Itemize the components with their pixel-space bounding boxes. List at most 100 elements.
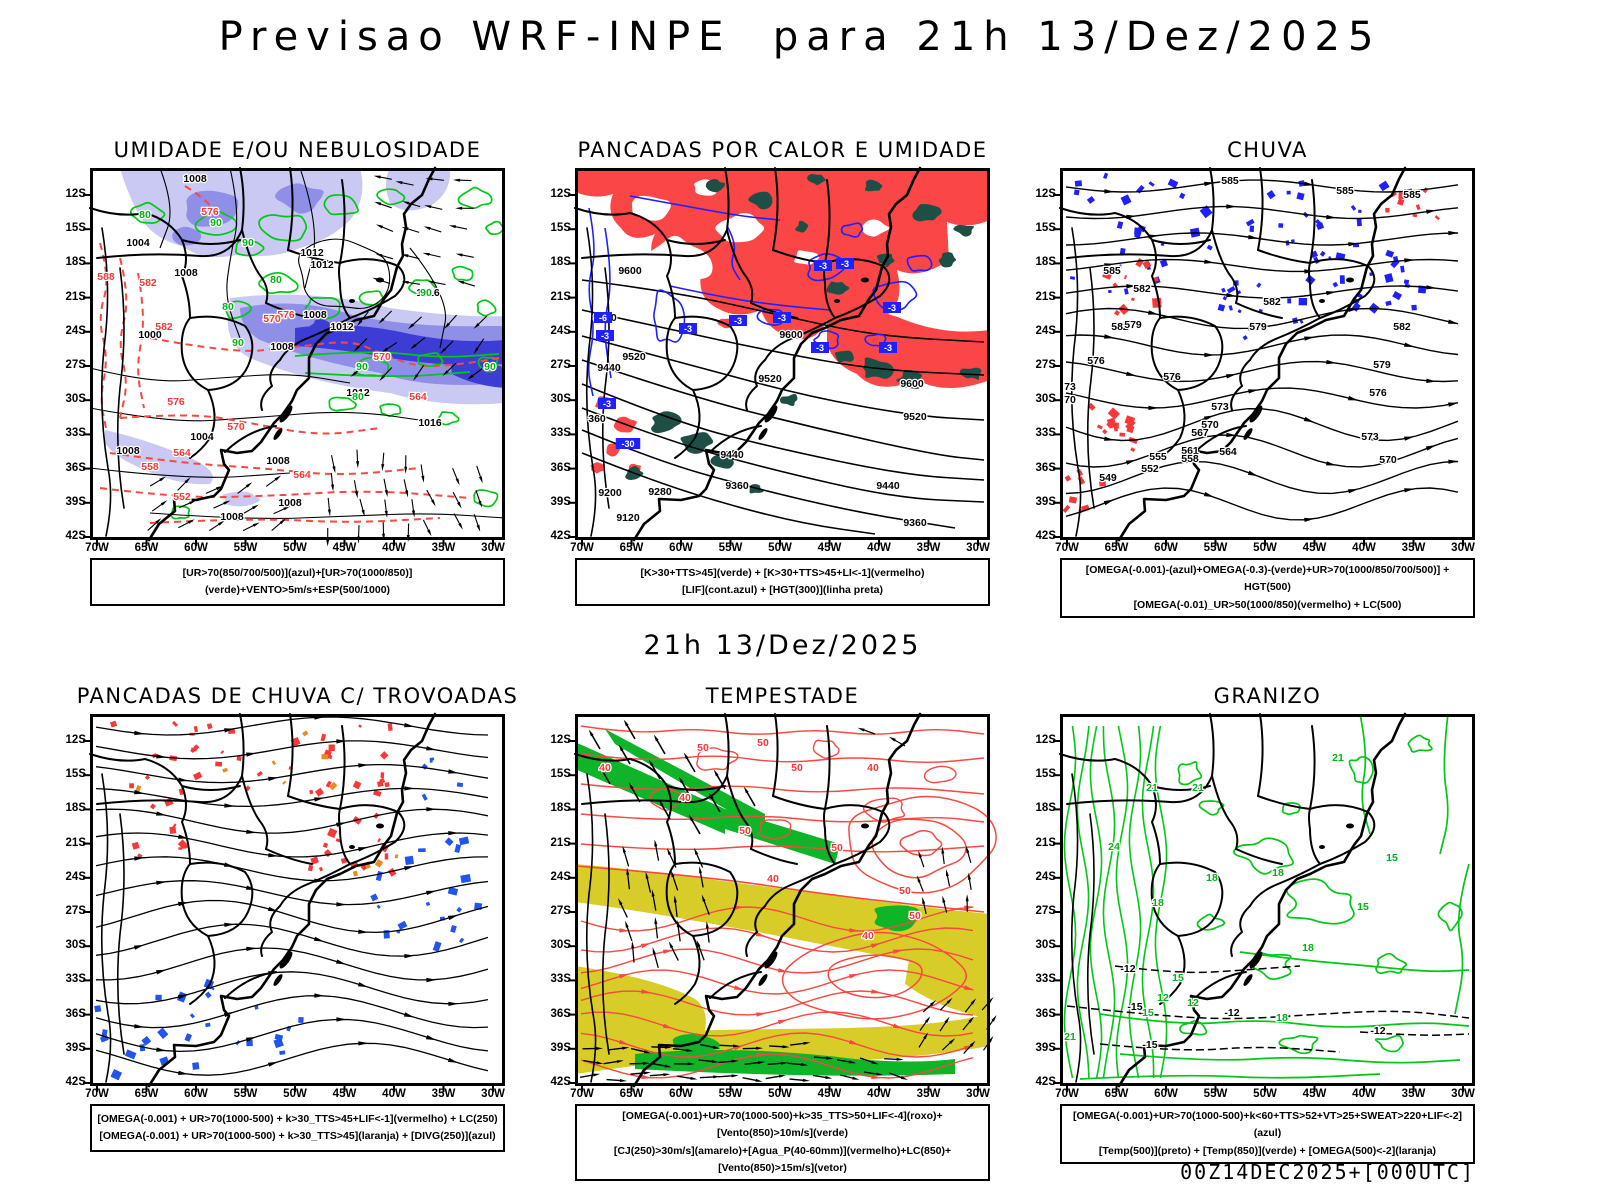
svg-text:-3: -3 (778, 313, 786, 323)
svg-text:1008: 1008 (266, 455, 290, 467)
svg-text:-3: -3 (684, 324, 692, 334)
panel-title: GRANIZO (1213, 684, 1322, 708)
lon-tick-label: 50W (768, 542, 792, 554)
lon-tick-label: 65W (619, 542, 644, 554)
svg-text:-3: -3 (603, 399, 611, 409)
lat-tick-label: 27S (550, 905, 571, 917)
lat-tick-label: 33S (1035, 973, 1056, 986)
svg-text:570: 570 (1201, 419, 1219, 431)
lat-tick-label: 24S (550, 324, 571, 337)
svg-text:73: 73 (1064, 381, 1076, 393)
lon-tick-label: 30W (481, 542, 505, 554)
svg-text:1012: 1012 (330, 321, 354, 333)
svg-text:582: 582 (1111, 321, 1129, 333)
lon-tick-label: 40W (382, 1088, 406, 1100)
caption-box: [OMEGA(-0.001)+UR>70(1000-500)+k>35_TTS>… (575, 1104, 990, 1182)
svg-text:50: 50 (909, 910, 921, 922)
svg-text:1004: 1004 (190, 431, 214, 443)
lon-tick-label: 50W (283, 1088, 307, 1100)
svg-text:80: 80 (270, 274, 282, 286)
lat-tick-label: 12S (65, 734, 86, 746)
lat-tick-label: 15S (65, 222, 86, 235)
svg-text:-3: -3 (601, 331, 609, 341)
lat-tick-label: 15S (550, 222, 571, 235)
lon-tick-label: 35W (916, 1088, 941, 1100)
map-canvas-granizo: 21 212421181818151518151215121821-12-12-1… (1053, 712, 1475, 1092)
lat-tick-label: 24S (1035, 324, 1056, 337)
svg-text:15: 15 (1172, 972, 1184, 984)
svg-text:-3: -3 (888, 303, 896, 313)
panel-title: PANCADAS DE CHUVA C/ TROVOADAS (76, 684, 519, 708)
lat-tick-label: 36S (65, 461, 86, 474)
svg-text:9520: 9520 (903, 411, 927, 423)
lat-tick-label: 12S (65, 188, 86, 200)
svg-text:12: 12 (1187, 997, 1199, 1009)
caption-line-1: [OMEGA(-0.001)+UR>70(1000-500)+k>35_TTS>… (622, 1110, 943, 1140)
lon-tick-label: 70W (85, 542, 109, 554)
svg-text:582: 582 (1133, 283, 1151, 295)
panel-tempestade: TEMPESTADE 40 50 50 50 40 50 50 40 50 50 40 40 12S 1… (551, 684, 997, 1200)
svg-text:15: 15 (1142, 1007, 1154, 1019)
caption-line-2: [OMEGA(-0.001) + UR>70(1000-500) + k>30_… (99, 1130, 496, 1142)
svg-text:50: 50 (899, 885, 911, 897)
svg-text:552: 552 (1141, 463, 1159, 475)
svg-text:582: 582 (1393, 321, 1411, 333)
svg-text:564: 564 (173, 447, 191, 459)
lat-tick-label: 18S (1035, 802, 1056, 815)
lat-tick-label: 12S (1035, 188, 1056, 200)
svg-text:9120: 9120 (616, 512, 640, 524)
svg-text:50: 50 (831, 842, 843, 854)
svg-text:582: 582 (155, 321, 173, 333)
lon-tick-label: 65W (1104, 1088, 1129, 1100)
svg-text:90: 90 (484, 361, 496, 373)
lat-tick-label: 18S (65, 256, 86, 269)
svg-text:-12: -12 (1224, 1007, 1239, 1019)
center-datetime: 21h 13/Dez/2025 (643, 630, 922, 661)
svg-text:1012: 1012 (300, 247, 324, 259)
svg-text:576: 576 (1087, 355, 1105, 367)
lat-tick-label: 18S (550, 256, 571, 269)
lat-tick-label: 21S (65, 836, 86, 849)
lat-tick-label: 39S (65, 495, 86, 508)
svg-text:1008: 1008 (116, 445, 140, 457)
lat-tick-label: 30S (1035, 393, 1056, 406)
lat-tick-label: 39S (1035, 1041, 1056, 1054)
lon-tick-label: 45W (332, 1088, 357, 1100)
svg-text:9520: 9520 (758, 373, 782, 385)
svg-text:50: 50 (739, 825, 751, 837)
panel-umidade: UMIDADE E/OU NEBULOSIDADE 1008 1004 1012 10… (66, 138, 506, 678)
lat-tick-label: 33S (65, 973, 86, 986)
svg-text:552: 552 (173, 491, 191, 503)
svg-text:576: 576 (1369, 387, 1387, 399)
page-title: Previsao WRF-INPE para 21h 13/Dez/2025 (218, 14, 1382, 60)
lat-tick-label: 30S (550, 393, 571, 406)
lon-tick-label: 50W (1253, 542, 1277, 554)
map-canvas-trovoadas (83, 712, 505, 1092)
lat-tick-label: 18S (65, 802, 86, 815)
svg-text:558: 558 (1181, 453, 1199, 465)
lat-tick-label: 21S (1035, 836, 1056, 849)
lon-tick-label: 60W (184, 1088, 208, 1100)
svg-text:-3: -3 (734, 316, 742, 326)
lon-tick-label: 45W (817, 1088, 842, 1100)
map-tempestade: 40 50 50 50 40 50 50 40 50 50 40 40 12S 15S 18S 21S 24S… (551, 712, 997, 1100)
lat-tick-label: 36S (1035, 1007, 1056, 1020)
lon-tick-label: 65W (1104, 542, 1129, 554)
lon-tick-label: 70W (570, 1088, 594, 1100)
lat-tick-label: 33S (550, 973, 571, 986)
svg-text:1004: 1004 (126, 237, 150, 249)
lat-tick-label: 30S (65, 939, 86, 952)
svg-text:50: 50 (697, 742, 709, 754)
panel-title: CHUVA (1227, 138, 1308, 162)
lat-tick-label: 33S (65, 427, 86, 440)
svg-text:90: 90 (420, 287, 432, 299)
svg-text:570: 570 (227, 421, 245, 433)
lat-tick-label: 15S (550, 768, 571, 781)
lon-tick-label: 40W (1352, 542, 1376, 554)
svg-text:-30: -30 (621, 439, 634, 449)
lat-tick-label: 27S (1035, 359, 1056, 371)
caption-line-1: [OMEGA(-0.001)+UR>70(1000-500)+k<60+TTS>… (1072, 1110, 1463, 1140)
svg-text:573: 573 (1211, 401, 1229, 413)
svg-text:579: 579 (1124, 319, 1142, 331)
lon-tick-label: 30W (1451, 1088, 1475, 1100)
